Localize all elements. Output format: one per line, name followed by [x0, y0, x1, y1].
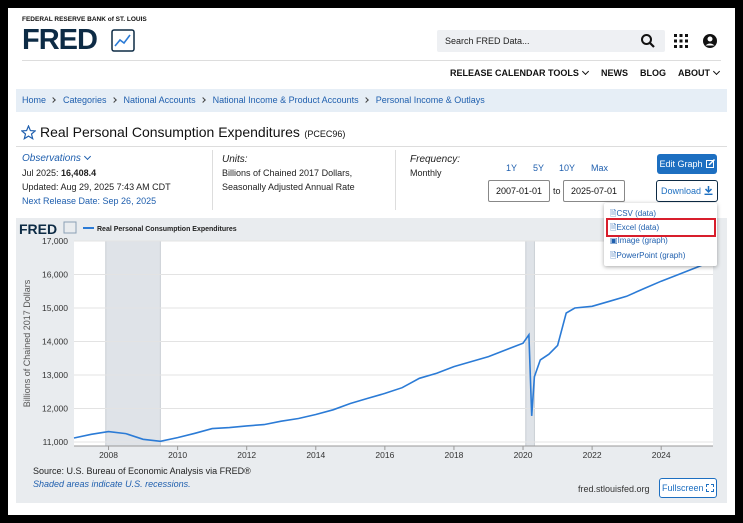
recession-shade	[105, 240, 161, 447]
latest-date: Jul 2025:	[22, 168, 59, 178]
highlight-box	[606, 218, 716, 237]
button-text: Fullscreen	[661, 483, 704, 493]
search-placeholder: Search FRED Data...	[445, 36, 530, 46]
next-release[interactable]: Next Release Date: Sep 26, 2025	[22, 196, 157, 206]
observations-toggle[interactable]: Observations	[22, 152, 91, 164]
nav-item[interactable]: NEWS	[601, 68, 628, 78]
y-tick-label: 15,000	[42, 303, 68, 313]
logo-icon	[111, 29, 135, 52]
range-button[interactable]: 10Y	[559, 163, 576, 173]
chart-logo-icon	[63, 221, 77, 234]
menu-item[interactable]: ▣Image (graph)	[610, 236, 668, 245]
x-tick-label: 2020	[514, 450, 533, 460]
breadcrumb-link[interactable]: Home	[22, 95, 47, 105]
breadcrumb-link[interactable]: Personal Income & Outlays	[375, 95, 485, 105]
breadcrumb-bar: Home Categories National Accounts National …	[16, 89, 727, 112]
breadcrumb-link[interactable]: National Income & Product Accounts	[212, 95, 359, 105]
apps-icon[interactable]	[673, 33, 689, 49]
download-icon	[704, 186, 713, 196]
edit-icon	[705, 158, 715, 168]
menu-text: Excel (data)	[616, 223, 660, 232]
nav-text: NEWS	[601, 68, 628, 78]
nav-item[interactable]: RELEASE CALENDAR	[450, 68, 546, 78]
menu-text: PowerPoint (graph)	[616, 251, 686, 260]
range-button[interactable]: 1Y	[506, 163, 518, 173]
y-tick-label: 12,000	[42, 403, 68, 413]
series-title: Real Personal Consumption Expenditures (…	[40, 124, 345, 142]
nav-text: TOOLS	[548, 68, 579, 78]
x-tick-label: 2016	[375, 450, 394, 460]
chart-logo: FRED	[19, 221, 57, 237]
download-menu: 🗎CSV (data) 🗎Excel (data) ▣Image (graph)…	[604, 203, 717, 266]
menu-item[interactable]: 🗎PowerPoint (graph)	[610, 251, 686, 260]
fullscreen-icon	[706, 484, 715, 492]
logo[interactable]: FRED	[22, 24, 98, 56]
observations-label: Observations	[22, 153, 81, 164]
latest-value: 16,408.4	[61, 168, 97, 178]
recession-shade	[525, 240, 535, 447]
y-tick-label: 17,000	[42, 236, 68, 246]
x-tick-label: 2008	[99, 450, 118, 460]
range-separator: to	[553, 186, 561, 196]
updated: Updated: Aug 29, 2025 7:43 AM CDT	[22, 182, 171, 192]
breadcrumb-link[interactable]: National Accounts	[123, 95, 196, 105]
nav-text: ABOUT	[678, 68, 710, 78]
plot-area	[74, 241, 713, 446]
fred-page: FEDERAL RESERVE BANK of ST. LOUIS FRED S…	[8, 8, 735, 515]
button-text: Download	[660, 186, 702, 196]
y-tick-label: 16,000	[42, 269, 68, 279]
x-tick-label: 2012	[237, 450, 256, 460]
download-button[interactable]: Download	[656, 180, 718, 202]
header-rule	[22, 60, 721, 61]
end-date-input[interactable]: 2025-07-01	[563, 180, 625, 202]
title-text: Real Personal Consumption Expenditures	[40, 124, 300, 140]
account-icon[interactable]	[702, 33, 718, 49]
breadcrumb-link[interactable]: Categories	[63, 95, 107, 105]
menu-item[interactable]: 🗎CSV (data)	[610, 209, 657, 218]
series-line	[73, 260, 714, 443]
nav-item[interactable]: BLOG	[640, 68, 666, 78]
range-button[interactable]: 5Y	[533, 163, 545, 173]
frequency-value: Monthly	[410, 168, 442, 178]
nav-text: RELEASE CALENDAR	[450, 68, 546, 78]
legend-label: Real Personal Consumption Expenditures	[97, 226, 237, 233]
site-url[interactable]: fred.stlouisfed.org	[578, 484, 650, 494]
button-text: Edit Graph	[659, 159, 703, 169]
frequency-label: Frequency:	[410, 154, 461, 165]
org-name: FEDERAL RESERVE BANK of ST. LOUIS	[22, 16, 147, 23]
x-tick-label: 2018	[444, 450, 463, 460]
menu-text: CSV (data)	[616, 209, 657, 218]
divider	[212, 150, 213, 210]
start-date-input[interactable]: 2007-01-01	[488, 180, 550, 202]
nav-item[interactable]: ABOUT	[678, 67, 721, 78]
y-axis-label: Billions of Chained 2017 Dollars	[22, 279, 32, 407]
x-tick-label: 2022	[583, 450, 602, 460]
range-button[interactable]: Max	[591, 163, 609, 173]
recession-note: Shaded areas indicate U.S. recessions.	[33, 479, 191, 489]
series-id: (PCEC96)	[304, 129, 346, 139]
latest-observation: Jul 2025: 16,408.4	[22, 168, 96, 178]
menu-text: Image (graph)	[617, 236, 668, 245]
x-tick-label: 2014	[306, 450, 325, 460]
y-tick-label: 11,000	[43, 437, 69, 447]
nav-text: BLOG	[640, 68, 666, 78]
edit-graph-button[interactable]: Edit Graph	[657, 154, 717, 174]
source: Source: U.S. Bureau of Economic Analysis…	[33, 466, 251, 476]
y-tick-label: 14,000	[42, 336, 68, 346]
title-rule	[16, 146, 727, 147]
search-box[interactable]: Search FRED Data...	[437, 30, 665, 52]
x-tick-label: 2024	[652, 450, 671, 460]
units-line: Seasonally Adjusted Annual Rate	[222, 182, 355, 192]
favorite-star[interactable]	[21, 125, 36, 140]
x-tick-label: 2010	[168, 450, 187, 460]
nav-item[interactable]: TOOLS	[548, 67, 589, 78]
y-tick-label: 13,000	[42, 370, 68, 380]
fullscreen-button[interactable]: Fullscreen	[659, 478, 717, 498]
units-label: Units:	[222, 154, 248, 165]
units-line: Billions of Chained 2017 Dollars,	[222, 168, 353, 178]
search-icon[interactable]	[640, 33, 656, 49]
menu-item[interactable]: 🗎Excel (data)	[610, 223, 660, 232]
divider	[395, 150, 396, 210]
